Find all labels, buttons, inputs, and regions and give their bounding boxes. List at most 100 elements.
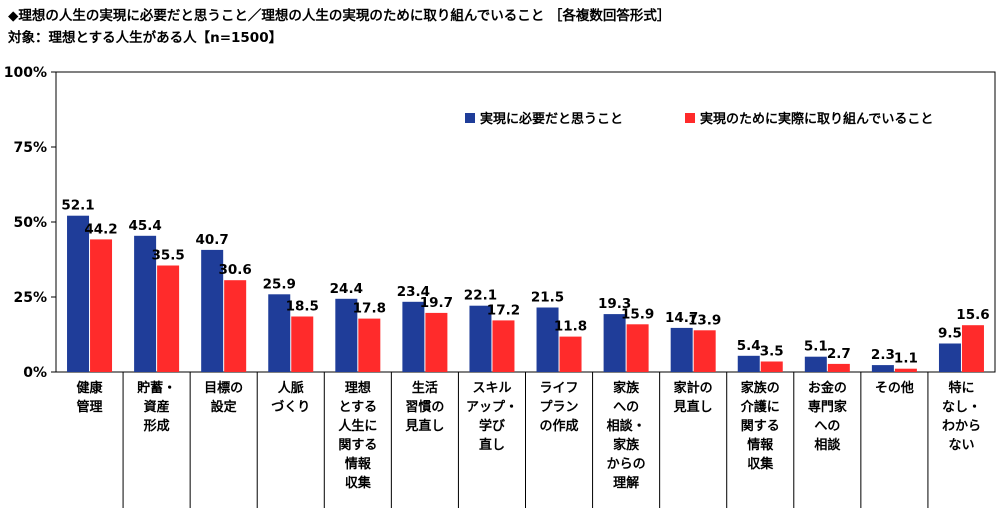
- chart-subtitle: 対象：理想とする人生がある人【n=1500】: [8, 30, 283, 46]
- data-label: 19.3: [598, 296, 631, 312]
- chart-title: ◆理想の人生の実現に必要だと思うこと／理想の人生の実現のために取り組んでいること…: [8, 8, 671, 24]
- category-label: プラン: [540, 400, 579, 415]
- category-label: 介護に: [740, 399, 780, 415]
- data-label: 23.4: [397, 284, 430, 300]
- category-label: 相談・: [607, 418, 646, 434]
- category-label: からの: [607, 457, 646, 472]
- category-label: その他: [875, 380, 914, 396]
- data-label: 19.7: [420, 295, 453, 311]
- category-label: わから: [942, 419, 981, 434]
- data-label: 25.9: [263, 276, 296, 292]
- y-tick-label: 25%: [13, 290, 47, 306]
- bar-necessary: [536, 307, 559, 372]
- bar-necessary: [402, 301, 425, 372]
- bar-practicing: [894, 368, 917, 372]
- category-label: 専門家: [808, 399, 848, 415]
- category-label: 見直し: [404, 418, 444, 434]
- data-label: 14.7: [665, 310, 698, 326]
- legend-swatch-practicing: [685, 113, 695, 123]
- category-label: 健康: [77, 380, 104, 396]
- category-label: スキル: [472, 381, 511, 396]
- category-label: ない: [948, 438, 974, 453]
- category-label: なし・: [942, 400, 981, 415]
- data-label: 44.2: [84, 221, 117, 237]
- category-label: 直し: [479, 437, 505, 453]
- data-label: 5.4: [737, 338, 761, 354]
- category-label: 関する: [338, 438, 377, 453]
- bar-necessary: [871, 365, 894, 372]
- category-label: 学び: [479, 418, 506, 434]
- bar-necessary: [804, 356, 827, 372]
- category-label: への: [814, 419, 840, 434]
- y-tick-label: 100%: [4, 65, 47, 81]
- data-label: 13.9: [688, 312, 721, 328]
- category-label: の作成: [540, 418, 579, 434]
- bar-practicing: [157, 265, 180, 372]
- bar-practicing: [559, 336, 582, 372]
- data-label: 21.5: [531, 290, 564, 306]
- bar-practicing: [961, 325, 984, 372]
- category-label: 情報: [345, 456, 372, 472]
- category-label: 人生に: [338, 418, 377, 434]
- category-label: 人脈: [278, 380, 304, 396]
- category-label: アップ・: [466, 400, 518, 415]
- category-label: 資産: [144, 399, 170, 415]
- category-label: とする: [339, 400, 378, 415]
- category-label: 形成: [144, 418, 170, 434]
- bar-practicing: [224, 280, 247, 372]
- bar-practicing: [425, 312, 448, 372]
- category-label: 収集: [345, 475, 372, 491]
- category-label: づくり: [271, 399, 310, 415]
- data-label: 24.4: [330, 281, 363, 297]
- data-label: 52.1: [61, 198, 94, 214]
- bar-necessary: [67, 215, 90, 372]
- data-label: 2.3: [871, 347, 895, 363]
- bar-necessary: [134, 235, 157, 372]
- data-label: 15.6: [956, 307, 989, 323]
- data-label: 5.1: [804, 339, 828, 355]
- y-tick-label: 50%: [13, 215, 47, 231]
- bar-necessary: [737, 355, 760, 372]
- category-label: 関する: [741, 419, 780, 434]
- data-label: 3.5: [760, 344, 784, 360]
- data-label: 11.8: [554, 319, 587, 335]
- data-label: 2.7: [827, 346, 851, 362]
- category-label: への: [613, 400, 639, 415]
- legend-label-necessary: 実現に必要だと思うこと: [480, 111, 623, 127]
- category-label: 目標の: [204, 380, 243, 396]
- bar-necessary: [938, 343, 961, 372]
- category-label: 設定: [211, 399, 237, 415]
- y-tick-label: 75%: [13, 140, 47, 156]
- data-label: 22.1: [464, 288, 497, 304]
- category-label: 特に: [948, 380, 974, 396]
- bar-necessary: [603, 314, 626, 372]
- data-label: 35.5: [151, 248, 184, 264]
- legend-label-practicing: 実現のために実際に取り組んでいること: [700, 111, 933, 127]
- legend-swatch-necessary: [465, 113, 475, 123]
- data-label: 45.4: [128, 218, 161, 234]
- category-label: 習慣の: [405, 399, 444, 415]
- data-label: 9.5: [938, 326, 962, 342]
- category-label: 家族の: [741, 380, 780, 396]
- category-label: 見直し: [673, 399, 713, 415]
- data-label: 17.2: [487, 302, 520, 318]
- bar-necessary: [335, 298, 358, 372]
- category-label: 家族: [613, 437, 640, 453]
- category-label: 理想: [345, 380, 371, 396]
- category-label: 相談: [814, 437, 841, 453]
- bar-practicing: [358, 318, 381, 372]
- data-label: 1.1: [894, 351, 918, 367]
- category-label: 家計の: [674, 380, 713, 396]
- bar-practicing: [693, 330, 716, 372]
- y-tick-label: 0%: [23, 365, 47, 381]
- data-label: 30.6: [219, 262, 252, 278]
- category-label: 管理: [77, 399, 103, 415]
- bar-practicing: [760, 361, 783, 372]
- data-label: 17.8: [353, 301, 386, 317]
- category-label: 生活: [412, 380, 438, 396]
- bar-necessary: [670, 327, 693, 372]
- category-label: 理解: [613, 475, 639, 491]
- category-label: ライフ: [540, 381, 579, 396]
- category-label: 情報: [747, 437, 774, 453]
